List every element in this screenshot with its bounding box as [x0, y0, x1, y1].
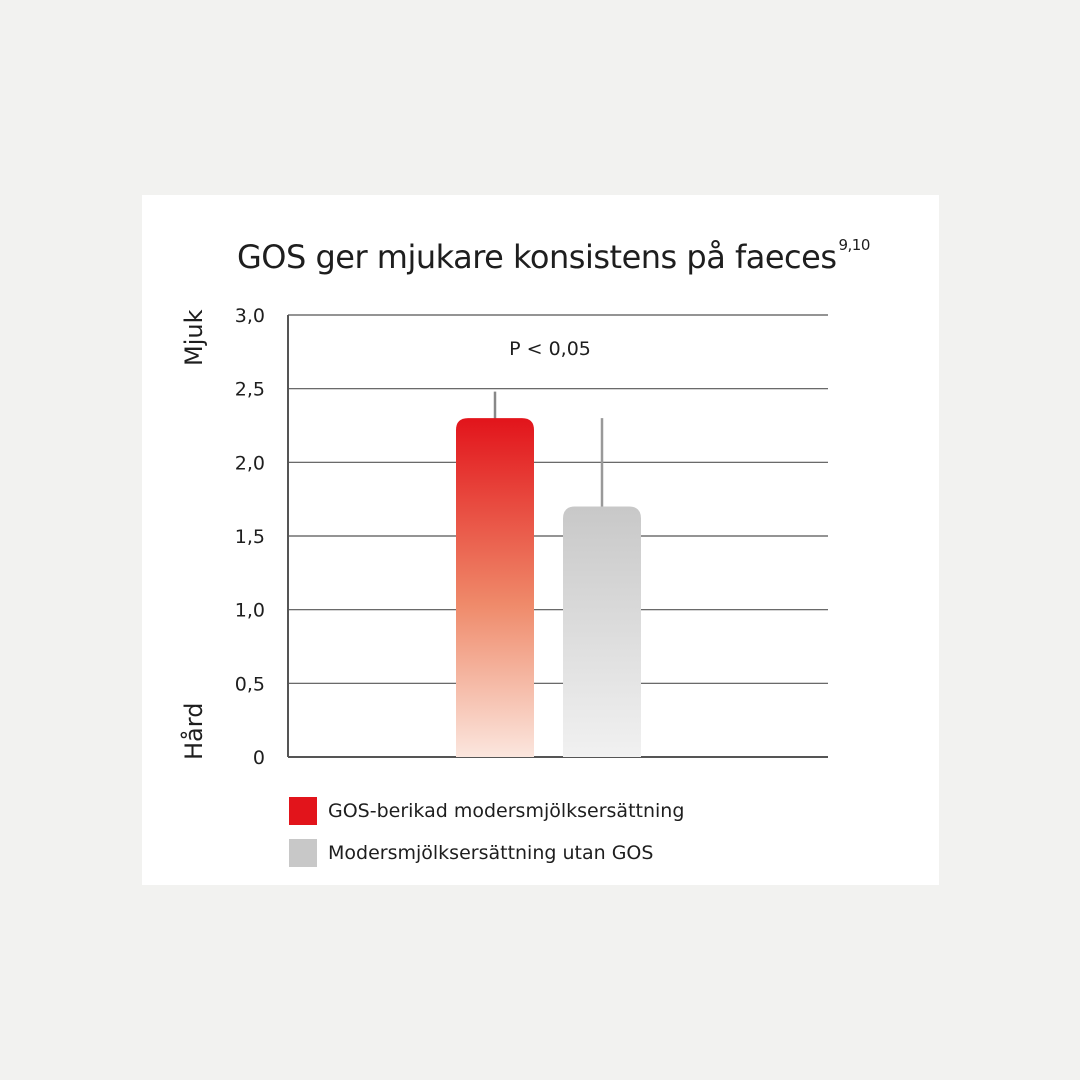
title-reference: 9,10 — [838, 236, 870, 254]
legend: GOS-berikad modersmjölksersättning Moder… — [289, 796, 684, 880]
y-tick-label: 0,5 — [235, 673, 265, 695]
chart-title: GOS ger mjukare konsistens på faeces 9,10 — [237, 236, 870, 276]
y-tick-label: 3,0 — [235, 305, 265, 327]
chart-card — [142, 195, 939, 885]
legend-swatch-no-gos — [289, 839, 317, 867]
bar-no-gos — [563, 506, 641, 757]
y-tick-label: 2,0 — [235, 452, 265, 474]
legend-label-gos: GOS-berikad modersmjölksersättning — [328, 800, 685, 822]
y-tick-label: 1,5 — [235, 526, 265, 548]
legend-item-gos: GOS-berikad modersmjölksersättning — [289, 796, 684, 826]
bar-gos — [456, 418, 534, 757]
legend-swatch-gos — [289, 797, 317, 825]
legend-item-no-gos: Modersmjölksersättning utan GOS — [289, 838, 684, 868]
legend-label-no-gos: Modersmjölksersättning utan GOS — [328, 842, 654, 864]
p-value-annotation: P < 0,05 — [509, 338, 591, 360]
y-tick-label: 1,0 — [235, 600, 265, 622]
y-tick-label: 2,5 — [235, 379, 265, 401]
y-tick-label: 0 — [253, 747, 265, 769]
